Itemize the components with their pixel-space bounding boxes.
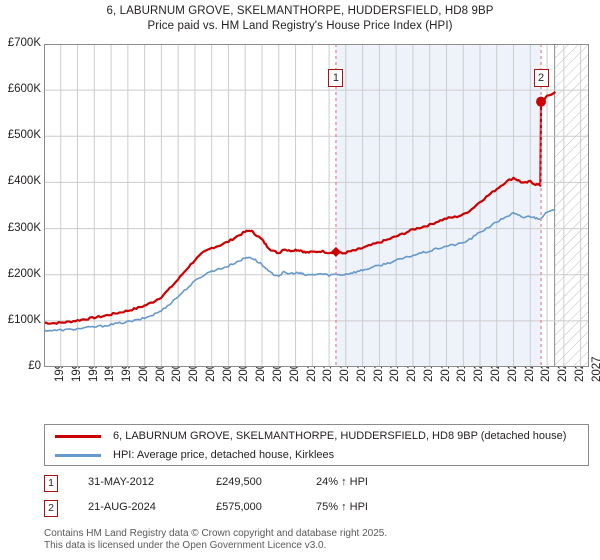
x-axis-tick-label: 2008	[272, 356, 284, 382]
y-axis-tick-label: £500K	[7, 129, 41, 142]
legend-item-price-paid: 6, LABURNUM GROVE, SKELMANTHORPE, HUDDER…	[45, 426, 566, 446]
y-axis-tick-label: £600K	[7, 83, 41, 96]
y-axis-tick-label: £200K	[7, 267, 41, 280]
x-axis-tick-label: 2002	[171, 356, 184, 382]
txn-date: 31-MAY-2012	[88, 476, 155, 488]
y-axis-tick-label: £0	[28, 360, 41, 372]
x-axis-tick-label: 2026	[573, 356, 586, 382]
x-axis-tick-label: 2017	[422, 356, 435, 382]
x-axis-tick-label: 2020	[473, 356, 486, 382]
page-title: 6, LABURNUM GROVE, SKELMANTHORPE, HUDDER…	[0, 4, 600, 34]
txn-price: £249,500	[216, 476, 262, 488]
x-axis-tick-label: 2011	[322, 357, 335, 382]
legend-swatch-hpi	[55, 453, 101, 457]
txn-date: 21-AUG-2024	[88, 501, 156, 513]
footer-line-1: Contains HM Land Registry data © Crown c…	[44, 528, 388, 539]
x-axis-tick-label: 2023	[523, 356, 536, 382]
x-axis-tick-label: 1997	[87, 356, 100, 382]
chart-marker-2: 2	[533, 69, 549, 87]
chart-marker-1: 1	[328, 69, 344, 87]
x-axis-tick-label: 2005	[221, 356, 234, 382]
x-axis-tick-label: 2004	[204, 356, 217, 382]
x-axis-tick-label: 1998	[104, 356, 117, 382]
legend-item-hpi: HPI: Average price, detached house, Kirk…	[45, 445, 334, 465]
title-subtitle: Price paid vs. HM Land Registry's House …	[147, 20, 453, 32]
x-axis-tick-label: 2021	[490, 356, 502, 382]
transactions-table: 1 31-MAY-2012 £249,500 24% ↑ HPI 2 21-AU…	[44, 473, 504, 523]
x-axis-tick-label: 2016	[406, 356, 419, 382]
x-axis-tick-label: 2007	[255, 356, 268, 382]
legend-label-hpi: HPI: Average price, detached house, Kirk…	[113, 449, 335, 461]
x-axis-tick-label: 2018	[439, 356, 452, 382]
table-row: 2 21-AUG-2024 £575,000 75% ↑ HPI	[44, 498, 504, 523]
x-axis-tick-label: 2012	[339, 356, 352, 382]
x-axis-tick-label: 2000	[137, 356, 150, 382]
x-axis-tick-label: 2027	[590, 356, 600, 382]
x-axis-tick-label: 2014	[372, 356, 385, 382]
x-axis-tick-label: 2015	[389, 356, 402, 382]
x-axis-tick-label: 2001	[154, 356, 167, 382]
x-axis-tick-label: 1995	[54, 356, 66, 382]
title-address: 6, LABURNUM GROVE, SKELMANTHORPE, HUDDER…	[106, 5, 494, 17]
x-axis-tick-label: 2019	[456, 356, 469, 382]
table-row: 1 31-MAY-2012 £249,500 24% ↑ HPI	[44, 473, 504, 498]
x-axis-tick-label: 2006	[238, 356, 251, 382]
y-axis-tick-label: £300K	[7, 221, 41, 234]
footer-attribution: Contains HM Land Registry data © Crown c…	[44, 528, 584, 551]
footer-line-2: This data is licensed under the Open Gov…	[44, 539, 327, 551]
price-history-chart	[44, 44, 589, 367]
y-axis-tick-label: £700K	[7, 37, 41, 49]
x-axis-tick-label: 2024	[540, 356, 553, 382]
y-axis-tick-label: £100K	[7, 313, 41, 326]
legend-label-price-paid: 6, LABURNUM GROVE, SKELMANTHORPE, HUDDER…	[113, 430, 567, 442]
y-axis-tick-label: £400K	[7, 175, 41, 188]
x-axis-tick-label: 1996	[70, 356, 83, 382]
txn-price: £575,000	[216, 501, 262, 513]
x-axis-tick-label: 2013	[355, 356, 368, 382]
x-axis-tick-label: 2003	[188, 356, 201, 382]
chart-legend: 6, LABURNUM GROVE, SKELMANTHORPE, HUDDER…	[44, 424, 589, 466]
x-axis-tick-label: 2022	[506, 356, 519, 382]
txn-hpi-delta: 75% ↑ HPI	[316, 501, 368, 513]
x-axis-tick-label: 2010	[305, 356, 318, 382]
x-axis-tick-label: 2009	[288, 356, 301, 382]
txn-index-badge: 2	[44, 500, 58, 517]
legend-swatch-price-paid	[55, 434, 101, 438]
x-axis-tick-label: 1999	[121, 356, 134, 382]
x-axis-tick-label: 2025	[557, 356, 570, 382]
chart-plot-area	[44, 44, 589, 367]
txn-hpi-delta: 24% ↑ HPI	[316, 476, 368, 488]
txn-index-badge: 1	[44, 475, 58, 492]
